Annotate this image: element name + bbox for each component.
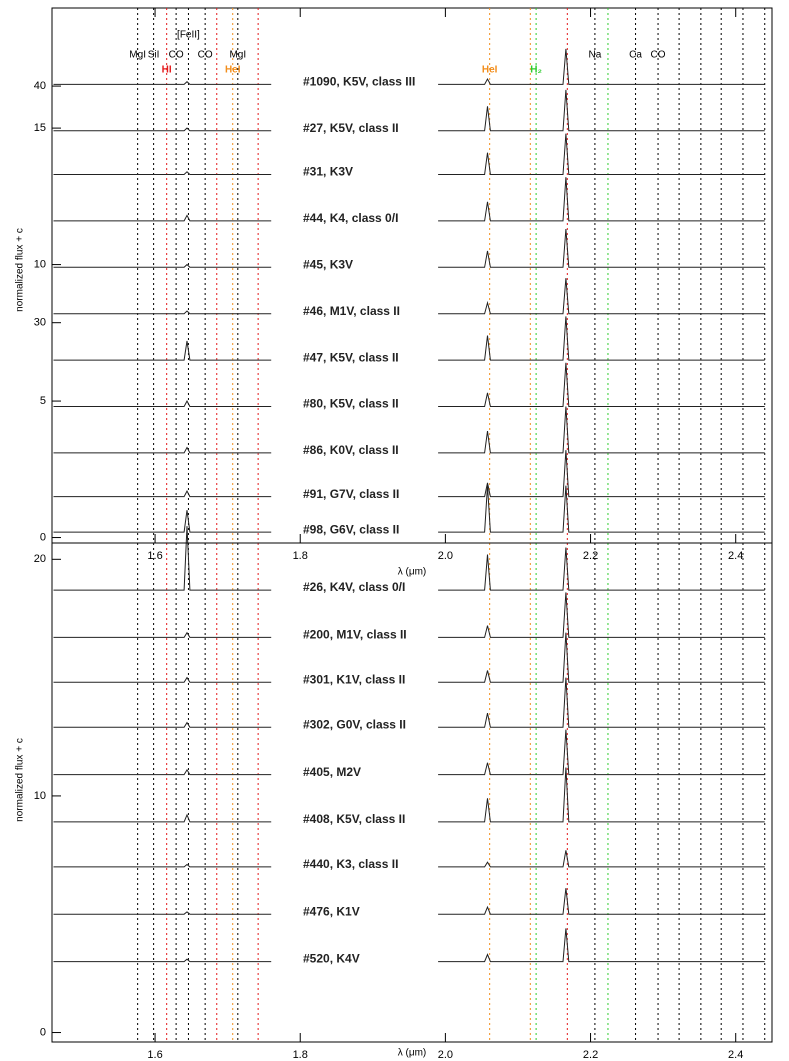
spectrum	[53, 406, 765, 454]
spectrum-label: #1090, K5V, class III	[303, 75, 415, 89]
y-axis-label: normalized flux + c	[15, 738, 26, 822]
x-tick-label: 1.6	[147, 1049, 162, 1061]
line-label: Ca	[629, 50, 642, 61]
spectrum	[53, 89, 765, 132]
x-tick-label: 2.4	[728, 550, 743, 562]
y-tick-label: 10	[34, 258, 46, 270]
spectrum-label: #476, K1V	[303, 904, 360, 918]
spectrum-label: #44, K4, class 0/I	[303, 211, 398, 225]
spectrum-label: #26, K4V, class 0/I	[303, 580, 405, 594]
line-label: H₂	[530, 65, 542, 76]
spectrum-label: #520, K4V	[303, 952, 360, 966]
spectrum	[53, 888, 765, 915]
spectrum	[53, 278, 765, 315]
spectrum	[53, 729, 765, 776]
spectrum-label: #31, K3V	[303, 165, 353, 179]
y-tick-label: 40	[34, 80, 46, 92]
line-label: HI	[162, 65, 172, 76]
x-tick-label: 2.0	[438, 1049, 453, 1061]
y-tick-label: 0	[40, 531, 46, 543]
spectrum-label: #47, K5V, class II	[303, 350, 399, 364]
x-tick-label: 2.0	[438, 550, 453, 562]
spectrum	[53, 48, 765, 85]
spectrum	[53, 177, 765, 222]
line-label: SiI	[148, 50, 160, 61]
spectrum	[53, 133, 765, 175]
spectrum-label: #80, K5V, class II	[303, 397, 399, 411]
x-tick-label: 2.2	[583, 1049, 598, 1061]
x-tick-label: 1.6	[147, 550, 162, 562]
spectrum-label: #86, K0V, class II	[303, 443, 399, 457]
spectrum	[53, 450, 765, 498]
spectrum	[53, 677, 765, 728]
y-tick-label: 30	[34, 317, 46, 329]
y-tick-label: 5	[40, 395, 46, 407]
line-label: HeI	[482, 65, 498, 76]
x-axis-label: λ (μm)	[398, 1048, 427, 1059]
spectrum-label: #45, K3V	[303, 257, 353, 271]
spectrum	[53, 229, 765, 268]
x-tick-label: 1.8	[293, 550, 308, 562]
y-axis-label: normalized flux + c	[15, 228, 26, 312]
line-label: CO	[651, 50, 666, 61]
line-label: HeI	[225, 65, 241, 76]
spectrum	[53, 850, 765, 868]
plot-frame	[51, 7, 773, 1043]
spectrum	[53, 928, 765, 963]
spectrum	[53, 632, 765, 683]
spectrum-label: #98, G6V, class II	[303, 522, 399, 536]
spectrum-label: #91, G7V, class II	[303, 487, 399, 501]
y-tick-label: 15	[34, 122, 46, 134]
spectrum	[53, 362, 765, 407]
y-tick-label: 10	[34, 790, 46, 802]
spectrum-label: #200, M1V, class II	[303, 628, 407, 642]
line-label: [FeII]	[177, 30, 200, 41]
spectrum	[53, 526, 765, 591]
y-tick-label: 20	[34, 553, 46, 565]
spectrum-label: #408, K5V, class II	[303, 812, 405, 826]
spectrum-label: #405, M2V	[303, 765, 361, 779]
line-label: MgI	[129, 50, 146, 61]
x-tick-label: 2.2	[583, 550, 598, 562]
spectrum-label: #302, G0V, class II	[303, 717, 406, 731]
spectrum	[53, 592, 765, 638]
spectrum-label: #301, K1V, class II	[303, 673, 405, 687]
line-label: CO	[198, 50, 213, 61]
spectrum	[53, 485, 765, 533]
y-tick-label: 0	[40, 1026, 46, 1038]
spectrum-label: #46, M1V, class II	[303, 304, 400, 318]
spectrum	[53, 316, 765, 361]
x-tick-label: 2.4	[728, 1049, 743, 1061]
x-axis-label: λ (μm)	[398, 567, 427, 578]
spectrum-label: #27, K5V, class II	[303, 121, 399, 135]
line-label: Na	[589, 50, 602, 61]
line-label: MgI	[229, 50, 246, 61]
line-label: CO	[169, 50, 184, 61]
spectrum	[53, 767, 765, 823]
x-tick-label: 1.8	[293, 1049, 308, 1061]
spectrum-label: #440, K3, class II	[303, 857, 398, 871]
